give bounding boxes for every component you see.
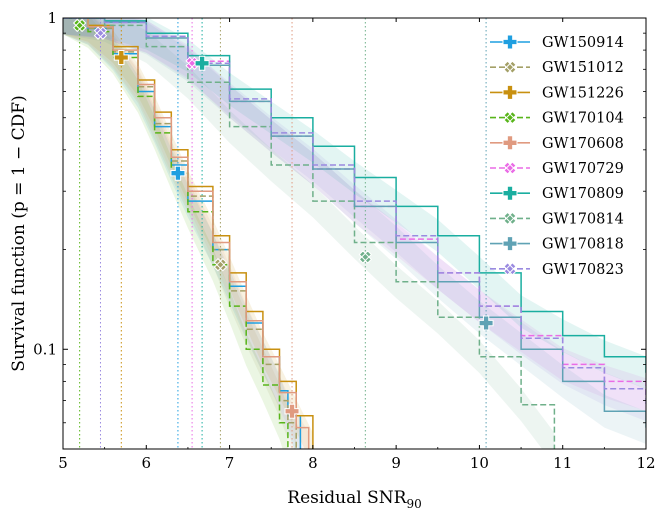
legend-marker-gw170814	[503, 211, 517, 226]
gw170809-band	[63, 18, 646, 389]
gw150914-observed-marker	[170, 165, 186, 181]
legend-item-gw151012: GW151012	[490, 60, 624, 76]
gw151226-observed-marker	[113, 49, 129, 65]
x-tick-label: 12	[636, 454, 655, 472]
gw170823-observed-marker-shape	[93, 26, 108, 40]
legend-marker-gw170814-shape	[503, 211, 517, 226]
gw170809-observed-marker-shape	[194, 55, 210, 71]
gw170814-observed-marker	[358, 250, 373, 264]
gw151226-observed-marker-shape	[113, 49, 129, 65]
legend-marker-gw150914	[502, 34, 518, 50]
gw170814-observed-marker-shape	[358, 250, 373, 264]
legend-marker-gw170729-shape	[503, 161, 517, 175]
x-axis-ticks: 5 6 7 8 9 10 11 12	[58, 18, 656, 472]
legend-label: GW170729	[542, 161, 624, 177]
legend-marker-gw170823-shape	[503, 262, 517, 276]
x-tick-label: 5	[58, 454, 68, 472]
legend-label: GW170814	[542, 211, 624, 227]
y-axis-ticks: 10.1	[33, 9, 646, 424]
legend-marker-gw170823	[503, 262, 517, 276]
gw151012-observed-marker-shape	[213, 258, 228, 272]
gw170818-observed-marker	[478, 315, 494, 331]
legend: GW150914 GW151012 GW151226 GW170104 GW170608…	[490, 34, 624, 278]
y-axis-label: Survival function (p = 1 − CDF)	[9, 95, 29, 371]
legend-item-gw170809: GW170809	[490, 185, 624, 202]
legend-label: GW150914	[542, 35, 624, 51]
gw170818-band	[63, 18, 646, 444]
legend-marker-gw170809	[502, 185, 518, 201]
legend-label: GW170608	[542, 136, 624, 152]
x-tick-label: 6	[142, 454, 152, 472]
gw170608-observed-marker	[284, 403, 300, 419]
legend-marker-gw170104-shape	[503, 110, 517, 125]
x-axis-label: Residual SNR90	[287, 488, 421, 511]
gw170823-curve	[63, 18, 646, 405]
x-tick-label: 11	[553, 454, 572, 472]
legend-item-gw170823: GW170823	[490, 262, 624, 278]
gw170104-curve	[63, 18, 289, 449]
observed-markers	[72, 18, 494, 419]
legend-marker-gw170608	[502, 135, 518, 151]
gw170104-observed-marker-shape	[72, 18, 87, 33]
legend-marker-gw170729	[503, 161, 517, 175]
legend-label: GW151226	[542, 85, 624, 101]
legend-label: GW151012	[542, 60, 624, 76]
legend-item-gw150914: GW150914	[490, 34, 624, 51]
legend-marker-gw170608-shape	[502, 135, 518, 151]
legend-item-gw170818: GW170818	[490, 236, 624, 253]
gw151012-observed-marker	[213, 258, 228, 272]
legend-item-gw170104: GW170104	[490, 111, 624, 127]
gw170608-band	[63, 18, 309, 449]
y-tick-label: 1	[47, 9, 57, 27]
gw170809-observed-marker	[194, 55, 210, 71]
gw170818-observed-marker-shape	[478, 315, 494, 331]
legend-marker-gw151226-shape	[502, 84, 518, 100]
legend-item-gw170608: GW170608	[490, 135, 624, 152]
x-tick-label: 7	[225, 454, 235, 472]
gw170104-band	[63, 18, 288, 449]
gw170608-observed-marker-shape	[284, 403, 300, 419]
legend-item-gw170729: GW170729	[490, 161, 624, 177]
legend-marker-gw170818-shape	[502, 236, 518, 252]
legend-label: GW170818	[542, 237, 624, 253]
legend-label: GW170809	[542, 186, 624, 202]
gw170814-curve	[63, 18, 556, 449]
gw170823-band	[63, 18, 646, 422]
gw170104-observed-marker	[72, 18, 87, 33]
legend-marker-gw170818	[502, 236, 518, 252]
y-tick-label: 0.1	[33, 340, 57, 358]
legend-item-gw151226: GW151226	[490, 84, 624, 101]
legend-item-gw170814: GW170814	[490, 211, 624, 227]
legend-marker-gw151012-shape	[503, 60, 517, 74]
x-tick-label: 9	[391, 454, 401, 472]
gw170823-observed-marker	[93, 26, 108, 40]
x-tick-label: 10	[470, 454, 489, 472]
legend-marker-gw170809-shape	[502, 185, 518, 201]
legend-marker-gw170104	[503, 110, 517, 125]
legend-marker-gw151226	[502, 84, 518, 100]
gw150914-observed-marker-shape	[170, 165, 186, 181]
legend-marker-gw150914-shape	[502, 34, 518, 50]
legend-label: GW170823	[542, 262, 624, 278]
legend-label: GW170104	[542, 111, 624, 127]
legend-marker-gw151012	[503, 60, 517, 74]
x-tick-label: 8	[308, 454, 318, 472]
